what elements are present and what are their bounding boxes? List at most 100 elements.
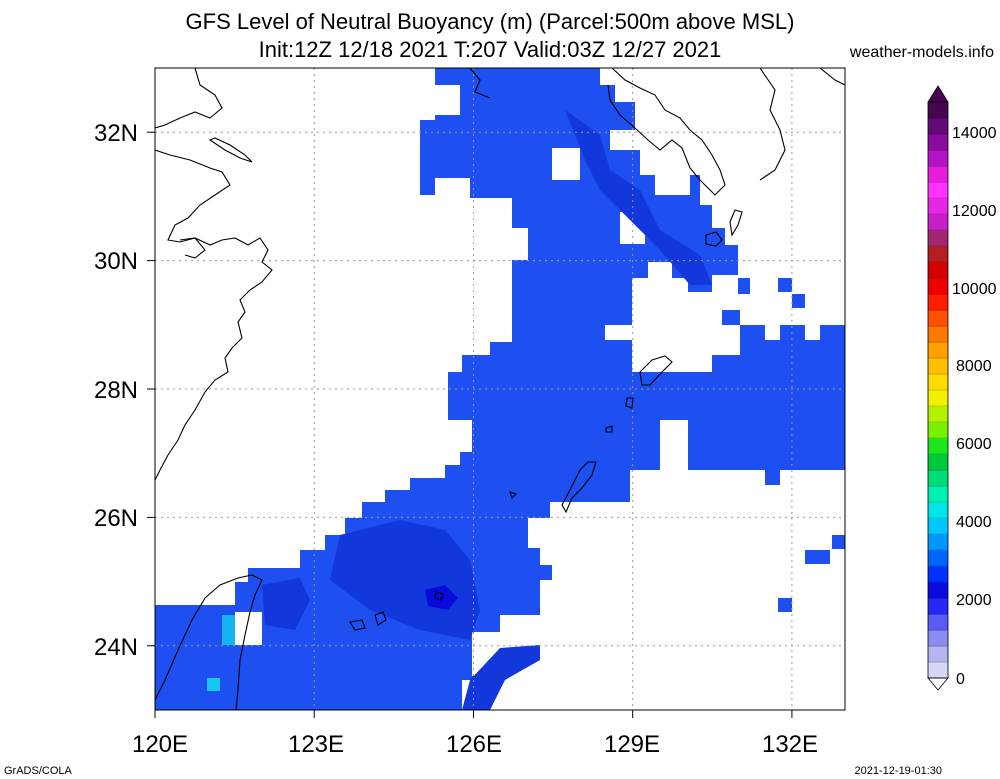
coast-china bbox=[155, 68, 273, 481]
colorbar-segment bbox=[928, 246, 948, 263]
colorbar-segment bbox=[928, 134, 948, 151]
coast-islet bbox=[509, 491, 518, 500]
field-gap bbox=[605, 262, 740, 372]
neutral-buoyancy-field bbox=[155, 68, 845, 710]
lon-labels: 120E 123E 126E 129E 132E bbox=[132, 731, 818, 758]
map-area bbox=[155, 68, 845, 710]
colorbar-segment bbox=[928, 502, 948, 519]
map-axes: 120E 123E 126E 129E 132E 32N 30N 28N 26N… bbox=[94, 120, 818, 758]
colorbar-segment bbox=[928, 150, 948, 167]
field-core bbox=[462, 645, 540, 710]
chart-subtitle: Init:12Z 12/18 2021 T:207 Valid:03Z 12/2… bbox=[258, 37, 722, 62]
colorbar-segment bbox=[928, 198, 948, 215]
field-core bbox=[330, 520, 480, 640]
colorbar-segment bbox=[928, 262, 948, 279]
graticule bbox=[155, 68, 845, 710]
colorbar-segment bbox=[928, 390, 948, 407]
colorbar-segment bbox=[928, 614, 948, 631]
credit-label: GrADS/COLA bbox=[4, 765, 72, 777]
colorbar-segment bbox=[928, 214, 948, 231]
colorbar-segment bbox=[928, 326, 948, 343]
coast-amami bbox=[639, 355, 673, 386]
field-core bbox=[262, 578, 310, 630]
chart-title: GFS Level of Neutral Buoyancy (m) (Parce… bbox=[185, 9, 795, 34]
coast-taiwan bbox=[155, 574, 263, 710]
colorbar-segment bbox=[928, 598, 948, 615]
colorbar-segment bbox=[928, 230, 948, 247]
colorbar-segment bbox=[928, 550, 948, 567]
colorbar-label: 0 bbox=[956, 671, 965, 688]
colorbar-segment bbox=[928, 470, 948, 487]
coast-yakushima bbox=[705, 231, 723, 247]
field-cell bbox=[778, 598, 792, 612]
colorbar-label: 2000 bbox=[956, 592, 992, 609]
colorbar-segment bbox=[928, 374, 948, 391]
colorbar-segment bbox=[928, 406, 948, 423]
coast-islet bbox=[625, 397, 634, 409]
coast-korea bbox=[469, 68, 491, 99]
colorbar-segment bbox=[928, 182, 948, 199]
coastlines bbox=[155, 68, 845, 710]
colorbar-segment bbox=[928, 166, 948, 183]
coast-kyushu bbox=[607, 68, 726, 196]
colorbar-labels: 14000 12000 10000 8000 6000 4000 2000 0 bbox=[952, 125, 997, 688]
colorbar-segment bbox=[928, 358, 948, 375]
colorbar-segment bbox=[928, 646, 948, 663]
colorbar-segment bbox=[928, 454, 948, 471]
coast-kyushu-east bbox=[759, 68, 786, 181]
coast-islet bbox=[434, 591, 444, 601]
colorbar-segment bbox=[928, 534, 948, 551]
lat-label: 30N bbox=[94, 248, 138, 275]
field-gap bbox=[552, 148, 580, 180]
lat-labels: 32N 30N 28N 26N 24N bbox=[94, 120, 138, 661]
colorbar-segment bbox=[928, 118, 948, 135]
colorbar-bottom-arrow bbox=[927, 677, 949, 691]
lon-label: 129E bbox=[604, 731, 660, 758]
lat-label: 32N bbox=[94, 120, 138, 147]
colorbar-label: 4000 bbox=[956, 514, 992, 531]
coast-tanegashima bbox=[729, 209, 743, 237]
lat-label: 28N bbox=[94, 377, 138, 404]
field-cell bbox=[832, 535, 845, 549]
field-gap bbox=[435, 85, 460, 115]
field-gap bbox=[660, 420, 688, 470]
coast-ishigaki bbox=[349, 619, 366, 631]
field-cell bbox=[805, 550, 830, 564]
field-cell bbox=[778, 278, 792, 292]
colorbar-segment bbox=[928, 278, 948, 295]
colorbar: 14000 12000 10000 8000 6000 4000 2000 0 bbox=[927, 85, 997, 691]
lon-label: 132E bbox=[762, 731, 818, 758]
field-gap bbox=[655, 168, 672, 195]
coast-okinawa bbox=[561, 461, 597, 514]
colorbar-top-arrow bbox=[927, 85, 949, 103]
colorbar-segment bbox=[928, 438, 948, 455]
field-cell bbox=[222, 615, 235, 645]
lon-label: 120E bbox=[132, 731, 188, 758]
colorbar-segment bbox=[928, 342, 948, 359]
field-cell bbox=[792, 294, 805, 308]
coast-miyako bbox=[374, 611, 387, 626]
colorbar-segment bbox=[928, 294, 948, 311]
colorbar-segment bbox=[928, 486, 948, 503]
colorbar-segment bbox=[928, 518, 948, 535]
colorbar-segment bbox=[928, 422, 948, 439]
coast-bay bbox=[179, 237, 206, 259]
colorbar-segment bbox=[928, 582, 948, 599]
field-core bbox=[565, 110, 712, 285]
field-cell bbox=[207, 678, 220, 691]
colorbar-segment bbox=[928, 662, 948, 679]
site-watermark: weather-models.info bbox=[849, 44, 994, 61]
colorbar-segment bbox=[928, 566, 948, 583]
coast-shikoku bbox=[819, 68, 845, 86]
colorbar-label: 10000 bbox=[952, 281, 997, 298]
colorbar-frame bbox=[927, 101, 949, 679]
colorbar-label: 14000 bbox=[952, 125, 997, 142]
timestamp-label: 2021-12-19-01:30 bbox=[854, 765, 942, 777]
lon-label: 126E bbox=[446, 731, 502, 758]
lat-label: 26N bbox=[94, 505, 138, 532]
colorbar-label: 6000 bbox=[956, 436, 992, 453]
colorbar-segment bbox=[928, 630, 948, 647]
coast-estuary bbox=[208, 137, 253, 163]
coast-islet bbox=[605, 425, 613, 433]
